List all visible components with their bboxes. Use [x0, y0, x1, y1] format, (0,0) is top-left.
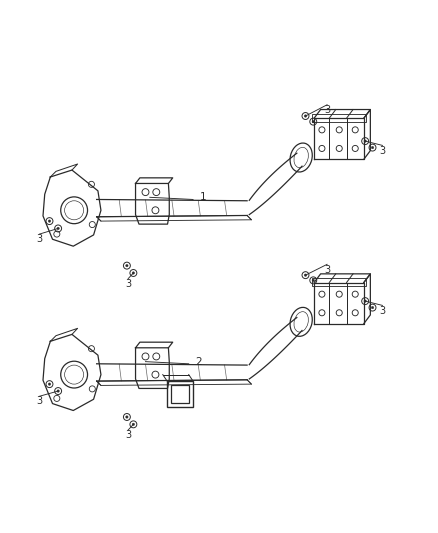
Circle shape	[132, 423, 134, 425]
Circle shape	[126, 416, 128, 418]
Text: 3: 3	[379, 146, 385, 156]
Circle shape	[304, 274, 307, 276]
Text: 2: 2	[195, 357, 202, 367]
Text: 3: 3	[125, 430, 131, 440]
Circle shape	[364, 300, 366, 302]
Circle shape	[48, 220, 51, 222]
Circle shape	[371, 306, 374, 309]
Circle shape	[48, 383, 51, 385]
Circle shape	[364, 140, 366, 142]
Circle shape	[312, 279, 314, 281]
Circle shape	[371, 147, 374, 149]
Circle shape	[126, 264, 128, 267]
Circle shape	[57, 227, 59, 230]
Circle shape	[312, 120, 314, 123]
Text: 3: 3	[36, 397, 42, 407]
Text: 3: 3	[324, 105, 330, 115]
Circle shape	[304, 115, 307, 117]
Text: 3: 3	[125, 279, 131, 289]
Text: 3: 3	[36, 235, 42, 244]
Text: 3: 3	[324, 264, 330, 274]
Text: 3: 3	[379, 305, 385, 316]
Text: 1: 1	[200, 192, 206, 203]
Circle shape	[57, 390, 59, 392]
Circle shape	[132, 272, 134, 274]
